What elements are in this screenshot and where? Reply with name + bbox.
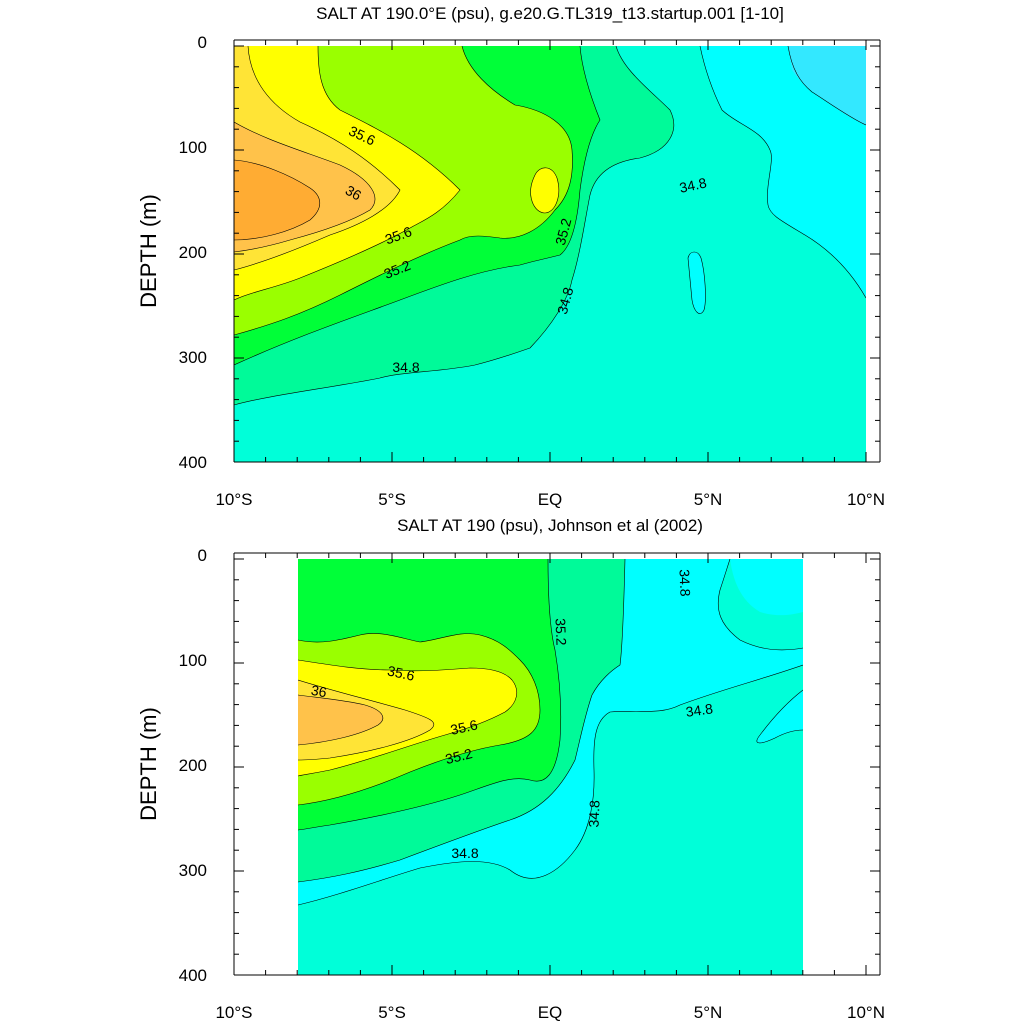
contour-line-deep — [787, 46, 866, 126]
contour-label: 34.8 — [678, 174, 708, 195]
x-tick-label: 10°N — [847, 490, 885, 509]
contour-line-35_6 — [298, 659, 518, 777]
contour-line-34_8-left — [298, 664, 803, 906]
chart-bottom-ticks — [233, 553, 880, 976]
y-tick-label: 400 — [179, 966, 207, 985]
contour-label: 35.6 — [386, 662, 416, 683]
y-tick-label: 200 — [179, 756, 207, 775]
fill-band-36_0 — [298, 695, 383, 745]
contour-label: 35.2 — [552, 216, 575, 247]
chart-bottom-title: SALT AT 190 (psu), Johnson et al (2002) — [397, 516, 703, 535]
contour-line-34_8b — [234, 46, 675, 406]
y-axis-title: DEPTH (m) — [136, 194, 161, 308]
x-tick-label: 10°S — [215, 490, 252, 509]
contour-line-34_8-right — [756, 689, 803, 744]
y-tick-label: 0 — [198, 546, 207, 565]
contour-line-35_8 — [234, 46, 401, 271]
y-tick-label: 100 — [179, 138, 207, 157]
y-axis-title: DEPTH (m) — [136, 707, 161, 821]
contour-line-35_4 — [298, 633, 541, 806]
contour-line-34_8-top — [717, 559, 803, 651]
x-tick-label: EQ — [538, 1003, 563, 1022]
contour-label: 34.8 — [586, 800, 603, 828]
y-tick-label: 400 — [179, 453, 207, 472]
x-tick-label: 10°S — [215, 1003, 252, 1022]
contour-label: 35.2 — [553, 618, 570, 646]
contour-line-34_8a — [699, 46, 866, 299]
chart-top-ticks — [233, 40, 880, 463]
contour-line-36_0 — [298, 694, 384, 746]
contour-label: 35.6 — [449, 716, 479, 737]
fill-band-34_6-blob — [688, 252, 706, 314]
fill-band-34_6 — [700, 46, 866, 298]
x-tick-label: 5°S — [378, 490, 406, 509]
chart-bottom-axes — [233, 552, 881, 976]
contour-line-35_6 — [234, 46, 461, 301]
contour-line-35_2 — [298, 559, 562, 831]
chart-bottom-contour-labels: 34.8 35.2 35.6 36 35.6 35.2 34.8 34.8 34… — [310, 569, 714, 861]
contour-line-35_0 — [298, 559, 626, 883]
contour-line-35_4 — [234, 46, 573, 336]
chart-top-title: SALT AT 190.0°E (psu), g.e20.G.TL319_t13… — [316, 4, 784, 23]
contour-line-35_2 — [234, 46, 601, 366]
x-tick-label: 10°N — [847, 1003, 885, 1022]
x-tick-label: 5°N — [694, 490, 723, 509]
y-tick-label: 300 — [179, 861, 207, 880]
y-tick-label: 100 — [179, 651, 207, 670]
chart-top-axes — [233, 39, 881, 463]
contour-line-34_6-blob — [687, 251, 706, 314]
chart-bottom-tick-labels: 10°S 5°S EQ 5°N 10°N 0 100 200 300 400 — [179, 546, 885, 1022]
fill-band-34_8 — [298, 559, 803, 975]
y-tick-label: 0 — [198, 33, 207, 52]
fill-band-36_2 — [234, 160, 320, 240]
y-tick-label: 300 — [179, 348, 207, 367]
chart-bottom: SALT AT 190 (psu), Johnson et al (2002) … — [136, 516, 885, 1022]
contour-label: 34.8 — [554, 285, 577, 316]
contour-line-36_2 — [234, 159, 321, 241]
fill-band-deep — [788, 46, 866, 125]
chart-top-tick-labels: 10°S 5°S EQ 5°N 10°N 0 100 200 300 400 — [179, 33, 885, 509]
y-tick-label: 200 — [179, 243, 207, 262]
chart-top-fill — [234, 46, 866, 462]
chart-bottom-contour-lines — [298, 559, 803, 906]
chart-top-contour-lines — [234, 46, 866, 406]
contour-label: 35.2 — [444, 745, 475, 767]
contour-line-35_8 — [298, 679, 435, 761]
contour-label: 34.8 — [451, 845, 478, 861]
contour-line-35_6-blob — [530, 167, 560, 214]
x-tick-label: 5°S — [378, 1003, 406, 1022]
x-tick-label: 5°N — [694, 1003, 723, 1022]
contour-label: 34.8 — [392, 359, 419, 375]
fill-band-35_6-blob — [530, 167, 559, 213]
contour-label: 36 — [310, 682, 328, 700]
contour-label: 34.8 — [677, 569, 694, 597]
contour-label: 36 — [343, 182, 365, 204]
contour-label: 34.8 — [685, 700, 714, 720]
chart-top: SALT AT 190.0°E (psu), g.e20.G.TL319_t13… — [136, 4, 885, 509]
contour-line-36_0 — [234, 121, 376, 253]
x-tick-label: EQ — [538, 490, 563, 509]
